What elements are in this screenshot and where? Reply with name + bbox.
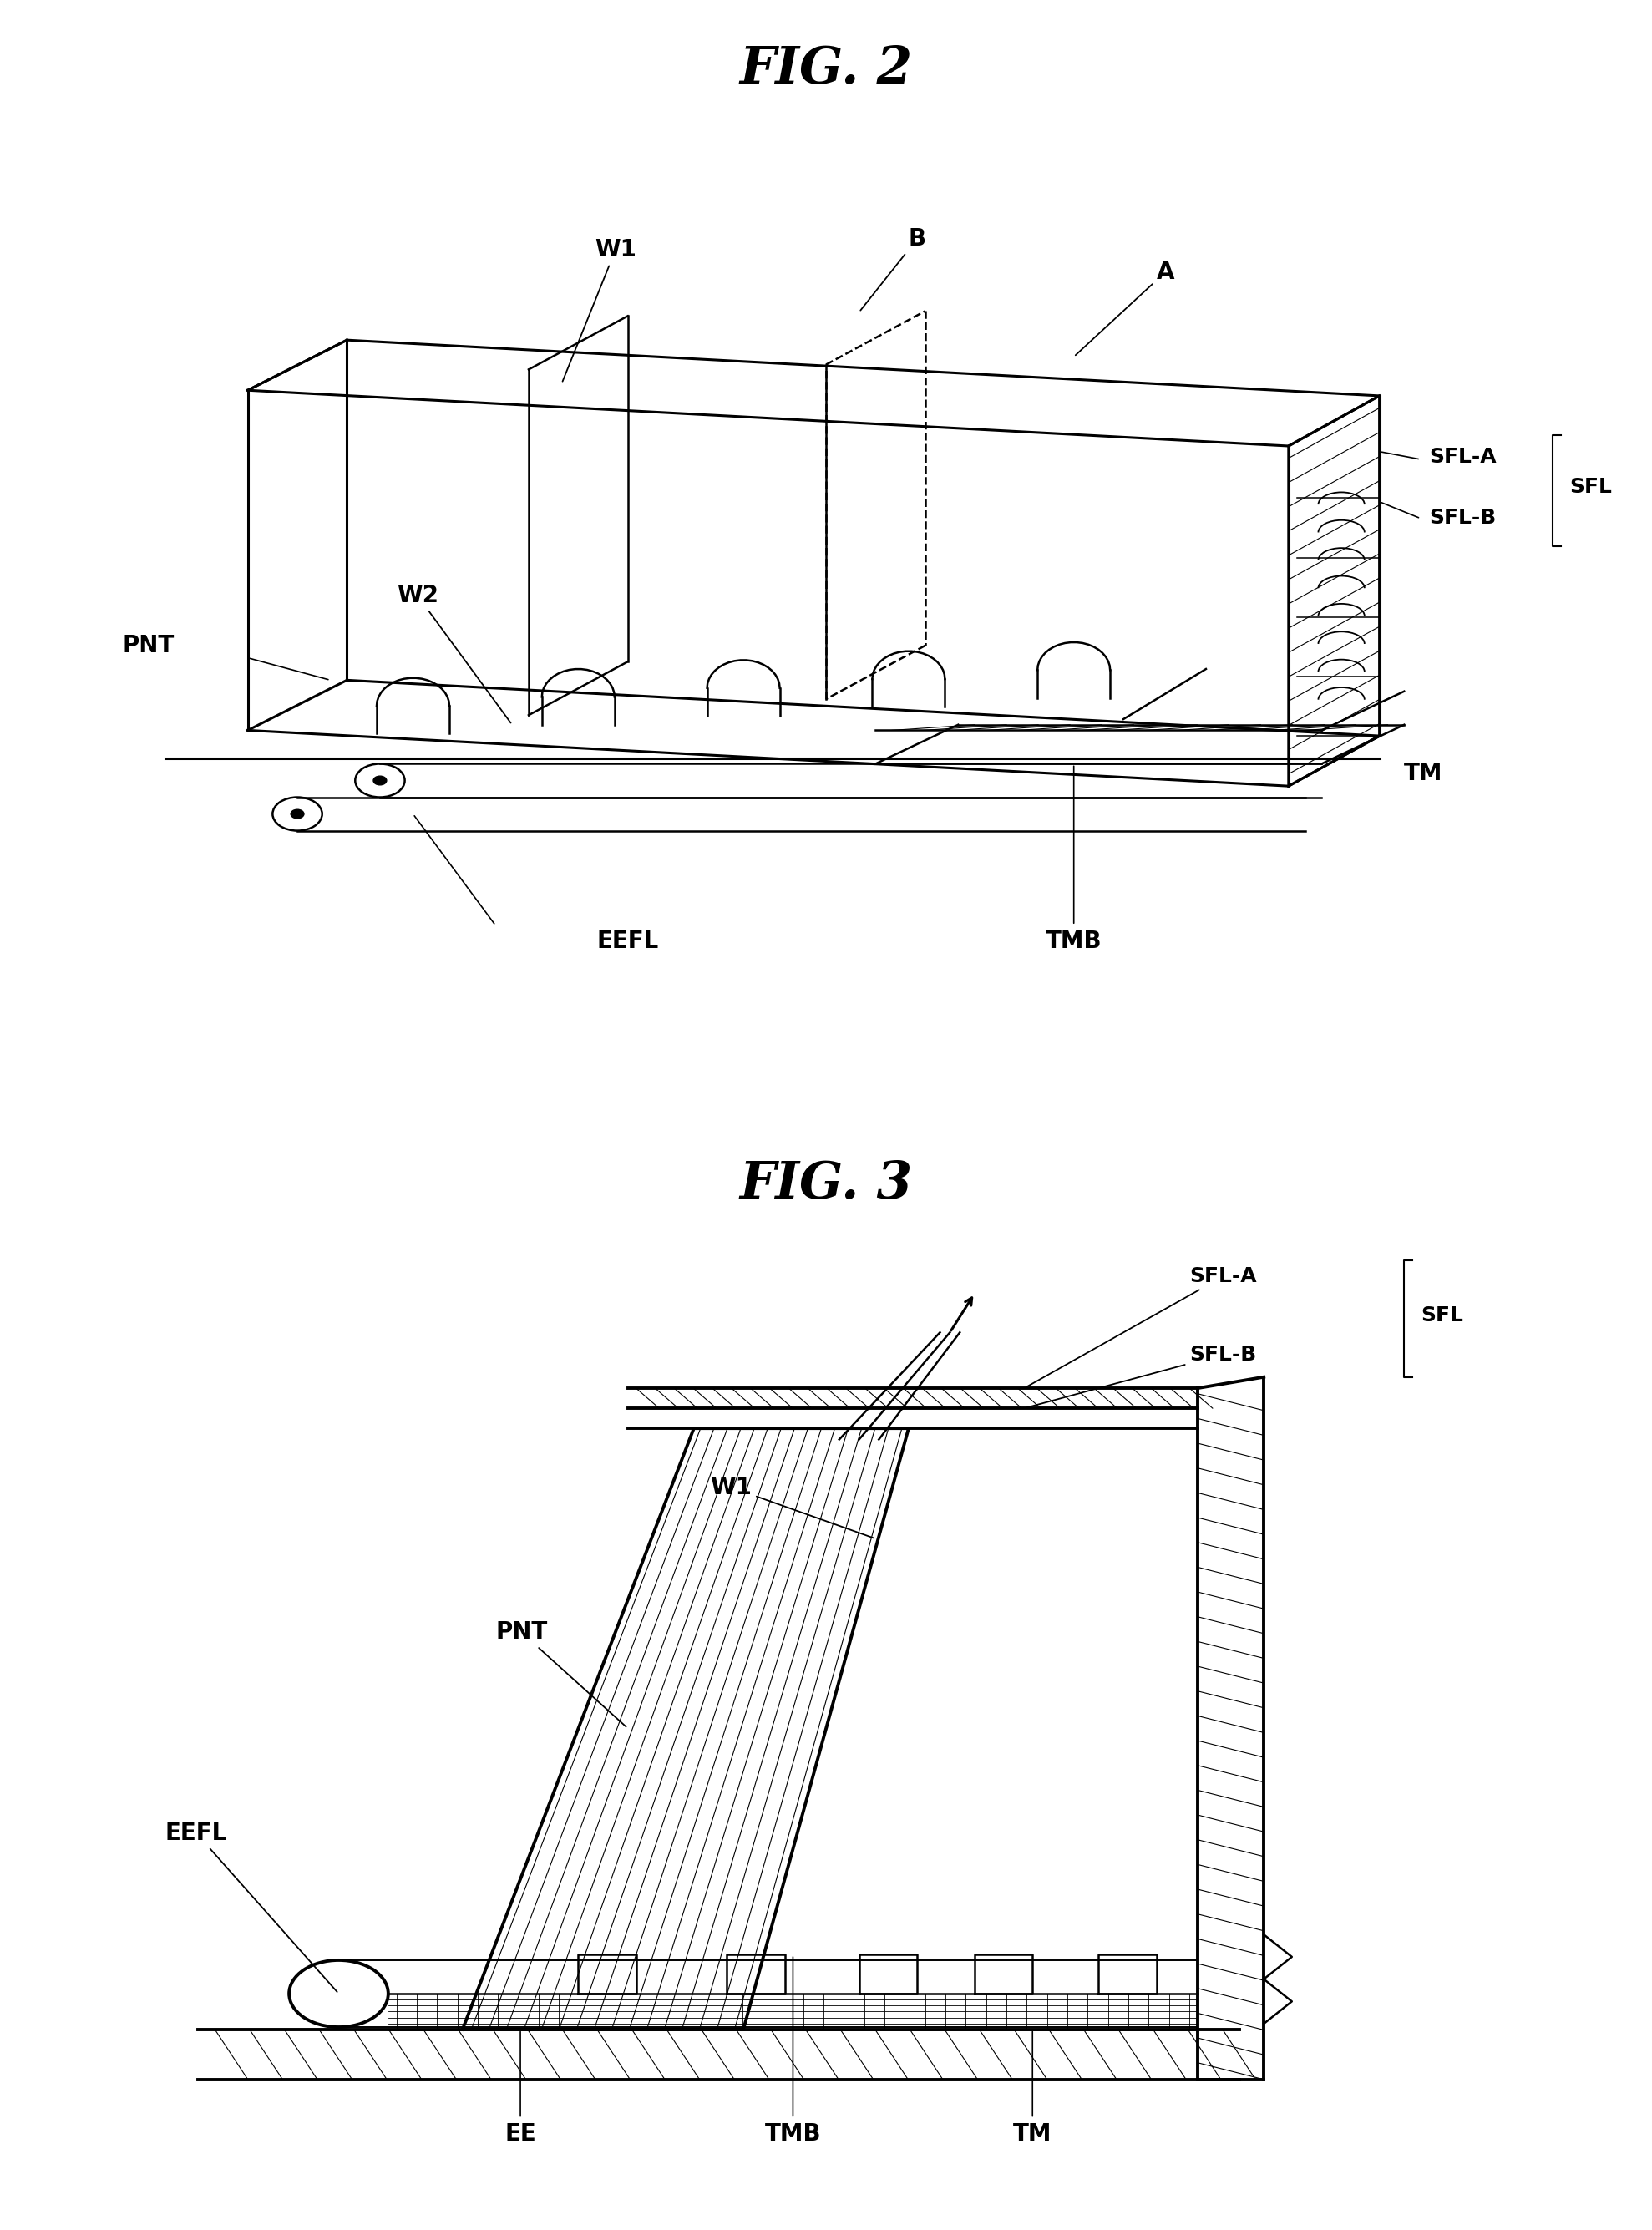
Text: TM: TM [1013, 2123, 1052, 2145]
Text: TMB: TMB [1046, 930, 1102, 952]
Text: PNT: PNT [496, 1621, 626, 1726]
Text: SFL-B: SFL-B [1429, 508, 1497, 529]
Circle shape [373, 776, 387, 785]
Text: W1: W1 [563, 239, 636, 381]
Text: EEFL: EEFL [165, 1822, 337, 1991]
Text: SFL-A: SFL-A [1026, 1267, 1257, 1387]
Text: EEFL: EEFL [596, 930, 659, 952]
Text: TMB: TMB [765, 2123, 821, 2145]
Text: TM: TM [1404, 763, 1444, 785]
Text: SFL-A: SFL-A [1429, 446, 1497, 466]
Text: EE: EE [504, 2123, 537, 2145]
Text: W1: W1 [710, 1476, 874, 1539]
Text: SFL: SFL [1569, 477, 1612, 497]
Circle shape [291, 809, 304, 818]
Text: SFL: SFL [1421, 1305, 1464, 1325]
Text: SFL-B: SFL-B [1026, 1345, 1257, 1407]
Text: A: A [1075, 261, 1175, 355]
Text: FIG. 3: FIG. 3 [740, 1160, 912, 1209]
Text: FIG. 2: FIG. 2 [740, 45, 912, 94]
Text: W2: W2 [396, 584, 510, 723]
Text: PNT: PNT [122, 633, 175, 658]
Text: B: B [861, 227, 927, 310]
